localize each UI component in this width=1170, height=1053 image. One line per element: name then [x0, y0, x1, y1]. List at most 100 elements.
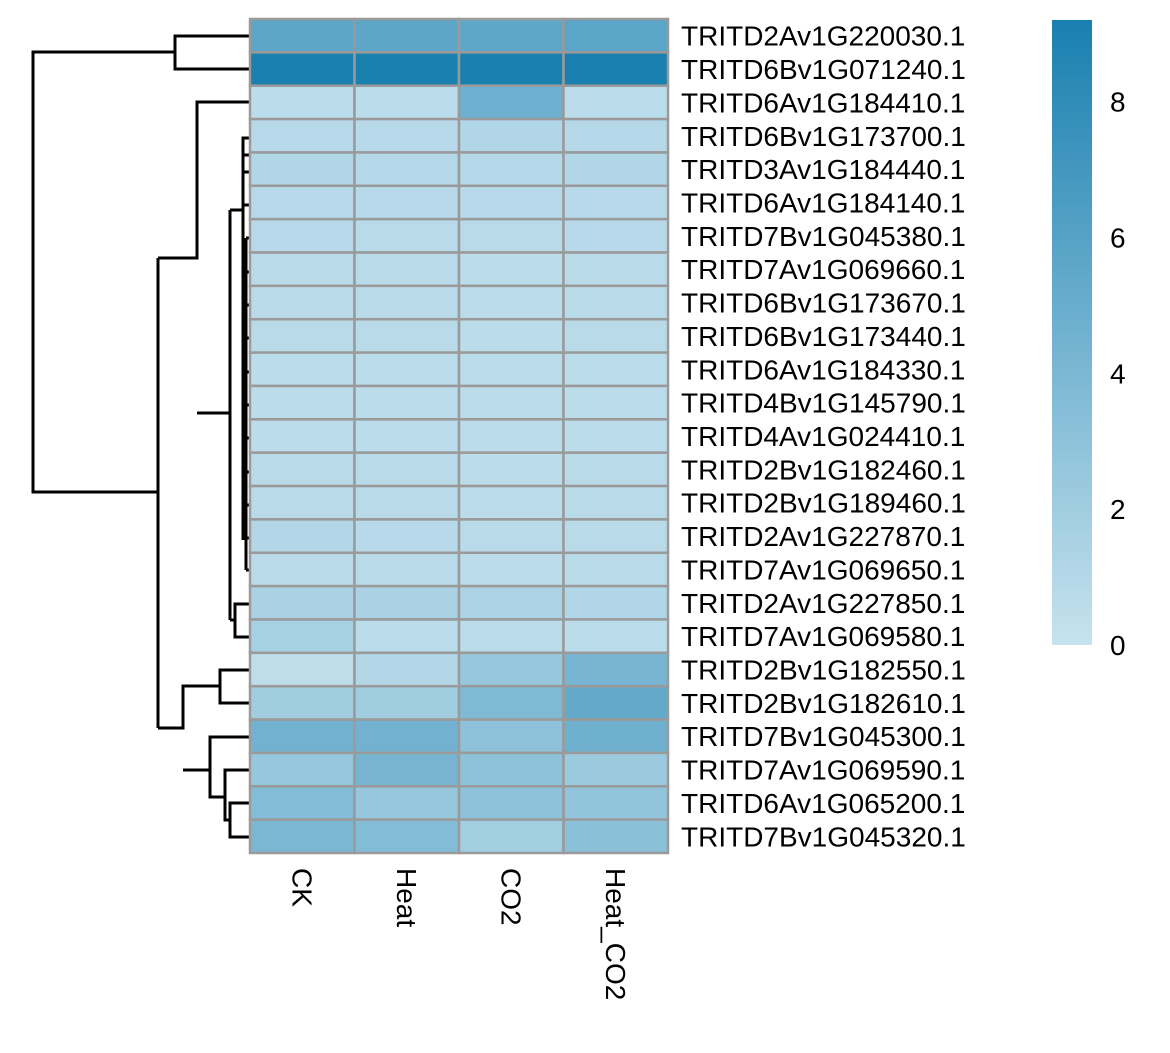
heatmap-cell — [353, 484, 461, 521]
heatmap-cell — [248, 751, 356, 788]
heatmap-cell — [248, 584, 356, 621]
heatmap-cell — [562, 518, 670, 555]
heatmap-cell — [562, 584, 670, 621]
heatmap-cell — [353, 818, 461, 855]
heatmap-cell — [353, 418, 461, 454]
column-label: Heat_CO2 — [600, 868, 631, 1000]
heatmap-cell — [457, 751, 565, 788]
heatmap-cell — [457, 251, 565, 288]
heatmap-cell — [353, 251, 461, 288]
heatmap-cell — [457, 84, 565, 121]
row-label: TRITD7Av1G069650.1 — [681, 554, 965, 585]
heatmap-cell — [248, 651, 356, 688]
heatmap-cell — [457, 217, 565, 254]
legend-tick-label: 6 — [1110, 222, 1126, 253]
heatmap-cell — [248, 518, 356, 555]
heatmap-cell — [457, 785, 565, 821]
heatmap-cell — [457, 818, 565, 855]
heatmap-cells — [248, 17, 670, 855]
legend-tick-label: 2 — [1110, 494, 1126, 525]
heatmap-cell — [353, 51, 461, 87]
heatmap-cell — [562, 217, 670, 254]
column-label: Heat — [391, 868, 422, 927]
heatmap-cell — [457, 384, 565, 421]
legend-tick-label: 8 — [1110, 87, 1126, 118]
heatmap-cell — [457, 418, 565, 454]
heatmap-cell — [457, 317, 565, 354]
heatmap-cell — [248, 618, 356, 655]
heatmap-cell — [353, 84, 461, 121]
heatmap-cell — [353, 217, 461, 254]
row-label: TRITD7Bv1G045320.1 — [681, 821, 966, 852]
heatmap-cell — [353, 451, 461, 488]
row-label: TRITD7Av1G069660.1 — [681, 254, 965, 285]
heatmap-cell — [353, 551, 461, 588]
heatmap-cell — [457, 651, 565, 688]
column-labels: CK Heat CO2 Heat_CO2 — [286, 868, 631, 1000]
heatmap-cell — [562, 151, 670, 188]
heatmap-cell — [248, 551, 356, 588]
heatmap-cell — [562, 484, 670, 521]
row-label: TRITD6Bv1G173440.1 — [681, 321, 966, 352]
heatmap-cell — [457, 551, 565, 588]
heatmap-cell — [353, 117, 461, 154]
row-label: TRITD6Bv1G173670.1 — [681, 288, 966, 319]
heatmap-cell — [248, 317, 356, 354]
legend-tick-label: 4 — [1110, 358, 1126, 389]
row-label: TRITD2Bv1G189460.1 — [681, 488, 966, 519]
heatmap-cell — [248, 351, 356, 388]
row-label: TRITD4Bv1G145790.1 — [681, 388, 966, 419]
heatmap-cell — [248, 785, 356, 821]
heatmap-cell — [353, 684, 461, 721]
heatmap-cell — [248, 217, 356, 254]
heatmap-cell — [457, 484, 565, 521]
heatmap-cell — [248, 184, 356, 221]
row-label: TRITD2Bv1G182460.1 — [681, 454, 966, 485]
heatmap-cell — [353, 718, 461, 755]
row-label: TRITD6Av1G184330.1 — [681, 354, 965, 385]
heatmap-cell — [353, 151, 461, 188]
heatmap-cell — [562, 17, 670, 54]
heatmap-cell — [457, 518, 565, 555]
dendrogram-branches — [31, 34, 250, 839]
heatmap-cell — [353, 518, 461, 555]
heatmap-cell — [248, 718, 356, 755]
heatmap-cell — [248, 117, 356, 154]
heatmap-cell — [562, 384, 670, 421]
heatmap-cell — [562, 317, 670, 354]
heatmap-cell — [353, 584, 461, 621]
heatmap-cell — [353, 384, 461, 421]
heatmap-cell — [353, 785, 461, 821]
row-label: TRITD7Bv1G045300.1 — [681, 721, 966, 752]
heatmap-cell — [562, 684, 670, 721]
heatmap-cell — [248, 684, 356, 721]
heatmap-cell — [562, 184, 670, 221]
heatmap-cell — [457, 51, 565, 87]
heatmap-cell — [353, 284, 461, 321]
row-label: TRITD2Av1G227850.1 — [681, 588, 965, 619]
row-label: TRITD6Bv1G071240.1 — [681, 54, 966, 85]
heatmap-cell — [562, 651, 670, 688]
color-legend: 0 2 4 6 8 — [1052, 20, 1126, 661]
heatmap-cell — [353, 17, 461, 54]
heatmap-cell — [562, 451, 670, 488]
legend-tick-label: 0 — [1110, 630, 1126, 661]
row-label: TRITD7Av1G069590.1 — [681, 755, 965, 786]
heatmap-cell — [248, 17, 356, 54]
row-label: TRITD2Bv1G182550.1 — [681, 655, 966, 686]
heatmap-cell — [248, 284, 356, 321]
row-label: TRITD6Av1G184140.1 — [681, 187, 965, 218]
heatmap-cell — [457, 618, 565, 655]
row-label: TRITD6Av1G184410.1 — [681, 87, 965, 118]
heatmap-cell — [457, 351, 565, 388]
heatmap-cell — [457, 584, 565, 621]
heatmap-cell — [248, 251, 356, 288]
heatmap-cell — [353, 751, 461, 788]
heatmap-cell — [248, 818, 356, 855]
heatmap-cell — [562, 51, 670, 87]
heatmap-cell — [248, 84, 356, 121]
heatmap-cell — [562, 351, 670, 388]
column-label: CK — [286, 868, 317, 907]
